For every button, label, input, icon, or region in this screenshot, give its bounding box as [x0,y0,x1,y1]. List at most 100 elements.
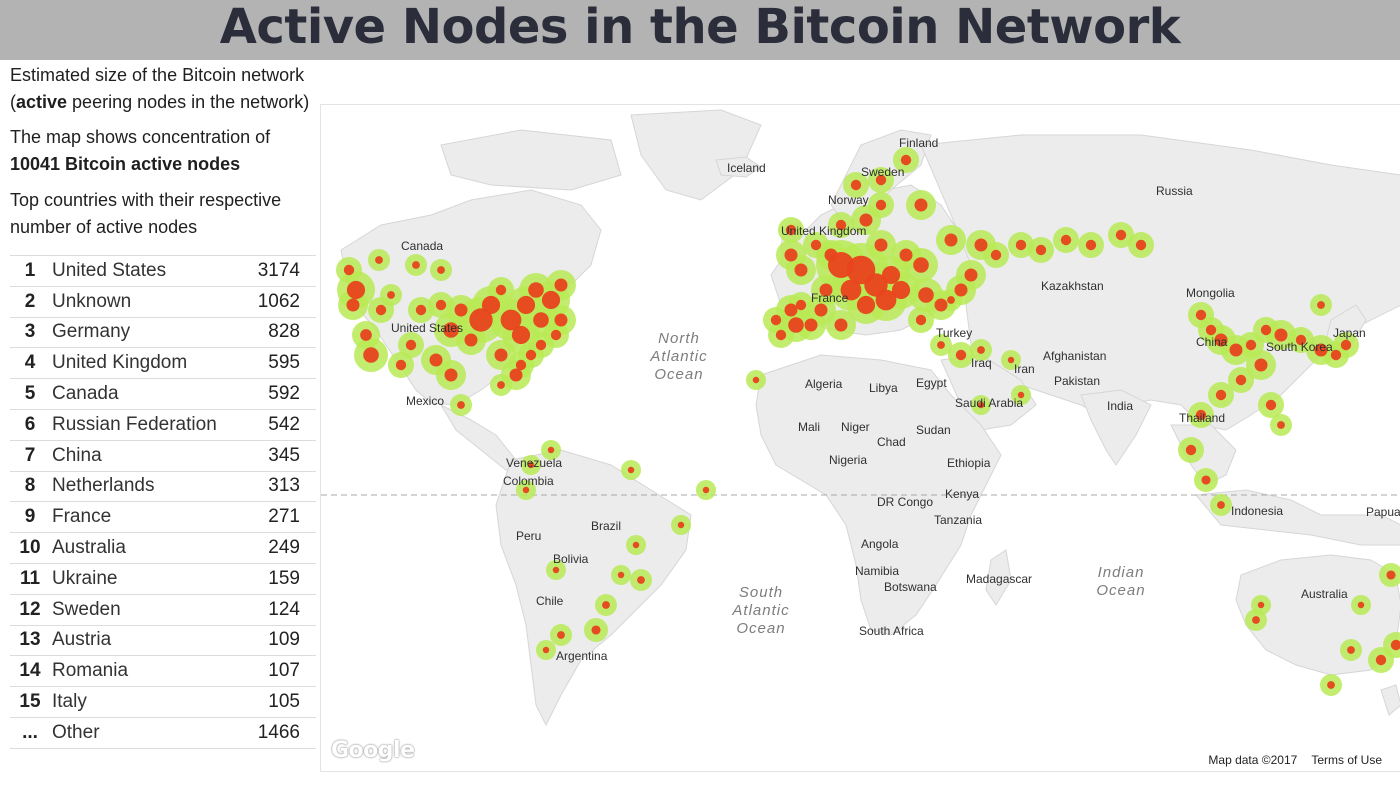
country-label: Niger [841,420,870,434]
node-cluster-core [1115,229,1127,241]
node-heatmap [336,147,1400,696]
node-cluster-core [387,291,395,299]
node-cluster-core [1390,639,1400,651]
node-cluster-core [1205,324,1217,336]
country-cell: Germany [50,317,240,349]
land-iceland [715,156,762,178]
node-cluster-core [1195,409,1207,421]
rank-cell: 9 [10,501,50,534]
country-cell: Australia [50,532,240,564]
node-cluster-core [437,266,445,274]
node-cluster-core [875,199,887,211]
ranking-row: 5 Canada 592 [10,378,316,410]
rank-cell: 4 [10,347,50,380]
node-count-cell: 345 [240,440,316,472]
node-cluster-core [677,521,685,529]
node-cluster-core [913,257,929,273]
node-cluster-core [964,268,978,282]
ocean-label: Ocean [736,620,785,637]
country-label: Kenya [945,487,979,501]
country-label: Madagascar [966,572,1032,586]
ranking-row: 15 Italy 105 [10,686,316,718]
map-canvas[interactable]: Canada United States Mexico Venezuela Colomb… [321,105,1400,772]
node-cluster-core [1254,358,1268,372]
node-cluster-core [511,325,531,345]
node-cluster-core [415,304,427,316]
country-cell: Ukraine [50,563,240,595]
node-cluster-core [835,219,847,231]
ranking-row: 9 France 271 [10,501,316,534]
node-cluster-core [500,309,522,331]
country-cell: Netherlands [50,471,240,503]
rank-cell: 11 [10,563,50,595]
country-label: Mali [798,420,820,434]
node-cluster-core [535,339,547,351]
country-label: Norway [828,193,869,207]
node-cluster-core [947,296,955,304]
terms-of-use-link[interactable]: Terms of Use [1311,753,1382,767]
node-cluster-core [395,359,407,371]
node-cluster-core [464,333,478,347]
node-cluster-core [509,368,523,382]
node-cluster-core [819,283,833,297]
node-count-cell: 595 [240,347,316,380]
node-cluster-core [457,401,465,409]
ocean-label: Atlantic [731,602,789,619]
land-madagascar [985,549,1012,606]
node-cluster-core [875,289,897,311]
country-label: DR Congo [877,495,933,509]
country-cell: Austria [50,625,240,657]
country-label: India [1107,399,1133,413]
rank-cell: 3 [10,317,50,349]
world-map[interactable]: Canada United States Mexico Venezuela Colomb… [320,104,1400,772]
node-count-cell: 1466 [240,717,316,749]
node-cluster-core [375,256,383,264]
country-cell: United States [50,255,240,287]
country-label: Chile [536,594,564,608]
country-label: Japan [1333,326,1366,340]
ranking-row: 8 Netherlands 313 [10,471,316,503]
country-label: Russia [1156,184,1193,198]
land-arctic-canada [440,129,622,191]
intro-text-a: Estimated size of the Bitcoin network ( [10,65,305,112]
node-cluster-core [1007,356,1015,364]
ranking-row: ... Other 1466 [10,717,316,749]
node-cluster-core [944,233,958,247]
node-cluster-core [1295,334,1307,346]
node-count-cell: 249 [240,532,316,564]
country-label: Kazakhstan [1041,279,1104,293]
country-ranking-table: 1 United States 3174 2 Unknown 1062 3 Germany 82… [10,255,316,749]
country-label: China [1196,335,1228,349]
intro-text-c: peering nodes in the network) [67,91,310,112]
country-label: Saudi Arabia [955,396,1023,410]
node-cluster-core [875,174,887,186]
node-cluster-core [804,318,818,332]
node-cluster-core [444,368,458,382]
node-cluster-core [775,329,787,341]
node-cluster-core [1235,374,1247,386]
node-cluster-core [541,290,561,310]
node-cluster-core [1314,343,1328,357]
node-cluster-core [1252,616,1260,624]
node-cluster-core [974,238,988,252]
country-label: Thailand [1179,411,1225,425]
node-cluster-core [1347,646,1355,654]
map-attribution: Map data ©2017 Terms of Use [1194,753,1382,767]
country-label: Finland [899,136,938,150]
node-count-cell: 592 [240,378,316,410]
country-label: Iran [1014,362,1035,376]
node-cluster-core [1035,244,1047,256]
land-greenland [630,109,762,201]
node-cluster-core [363,347,379,363]
node-cluster-core [1060,234,1072,246]
node-cluster-core [1274,328,1288,342]
node-cluster-core [1214,333,1228,347]
node-cluster-core [794,263,808,277]
ranking-row: 11 Ukraine 159 [10,563,316,595]
node-cluster-core [405,339,417,351]
node-cluster-core [899,248,913,262]
node-cluster-core [770,314,782,326]
intro-text-bold: active [16,91,68,112]
node-cluster-core [343,264,355,276]
node-cluster-core [954,283,968,297]
